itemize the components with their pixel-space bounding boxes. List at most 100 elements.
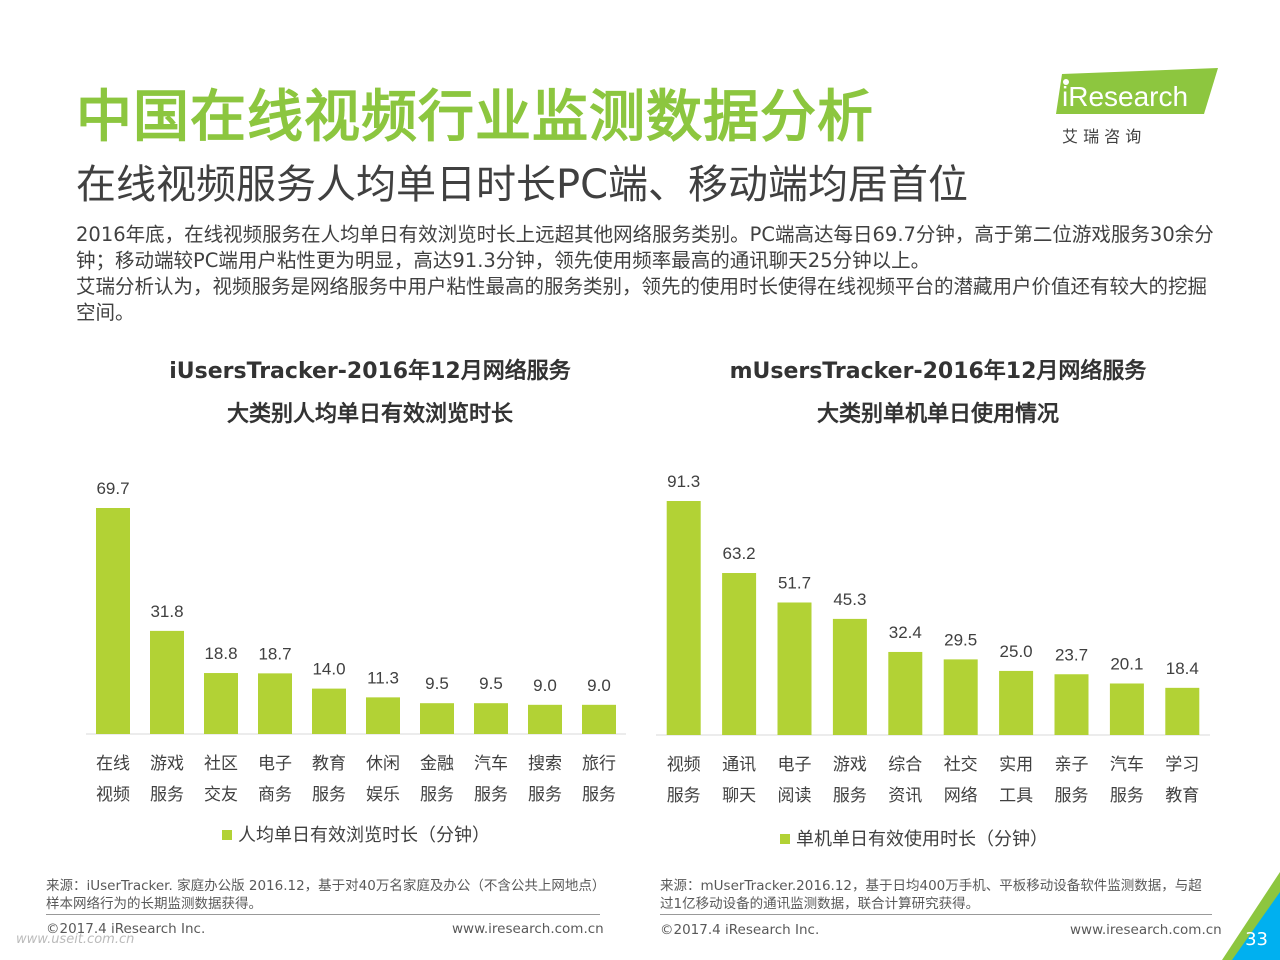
logo-brand-text: iResearch [1062, 81, 1188, 112]
left-bar-8 [474, 703, 508, 734]
left-bar-2 [150, 630, 184, 734]
summary-text: 2016年底，在线视频服务在人均单日有效浏览时长上远超其他网络服务类别。PC端高… [76, 222, 1216, 326]
left-value-label-4: 18.7 [258, 644, 291, 663]
right-value-label-2: 63.2 [723, 544, 756, 563]
left-category-label-6-2: 娱乐 [366, 785, 400, 805]
right-category-label-7-2: 工具 [999, 786, 1033, 806]
right-bar-2 [722, 573, 757, 735]
right-legend-label: 单机单日有效使用时长（分钟） [796, 829, 1048, 850]
right-copyright: ©2017.4 iResearch Inc. [660, 922, 820, 938]
left-category-label-3-1: 社区 [204, 754, 238, 774]
summary-paragraph-2: 艾瑞分析认为，视频服务是网络服务中用户粘性最高的服务类别，领先的使用时长使得在线… [76, 275, 1208, 324]
left-bar-1 [96, 508, 130, 734]
right-bar-8 [1054, 674, 1089, 735]
left-bar-7 [420, 703, 454, 734]
left-legend-swatch [222, 830, 232, 840]
page-number: 33 [1245, 929, 1268, 950]
left-category-label-4-1: 电子 [258, 754, 292, 774]
page-subtitle: 在线视频服务人均单日时长PC端、移动端均居首位 [76, 162, 969, 208]
right-bar-10 [1165, 687, 1200, 735]
left-category-label-1-1: 在线 [96, 754, 130, 774]
left-category-label-6-1: 休闲 [366, 754, 400, 774]
right-source-note: 来源：mUserTracker.2016.12，基于日均400万手机、平板移动设… [660, 878, 1202, 912]
left-url-link[interactable]: www.iresearch.com.cn [452, 921, 604, 937]
left-category-label-4-2: 商务 [258, 785, 292, 805]
right-legend: 单机单日有效使用时长（分钟） [780, 825, 1048, 851]
right-value-label-6: 29.5 [944, 630, 977, 649]
right-value-label-7: 25.0 [1000, 642, 1033, 661]
right-bar-7 [999, 670, 1034, 735]
left-category-label-8-1: 汽车 [474, 754, 508, 774]
right-category-label-3-2: 阅读 [778, 786, 812, 806]
right-category-label-5-2: 资讯 [888, 786, 922, 806]
left-legend-label: 人均单日有效浏览时长（分钟） [238, 825, 490, 846]
left-chart-title: iUsersTracker-2016年12月网络服务 大类别人均单日有效浏览时长 [60, 350, 680, 436]
left-value-label-10: 9.0 [587, 676, 611, 695]
right-category-label-2-1: 通讯 [722, 755, 756, 775]
right-value-label-10: 18.4 [1166, 659, 1199, 678]
right-category-label-1-2: 服务 [667, 786, 701, 806]
right-chart-title-line1: mUsersTracker-2016年12月网络服务 [729, 359, 1147, 384]
right-url-link[interactable]: www.iresearch.com.cn [1070, 922, 1222, 938]
right-bar-3 [777, 602, 812, 735]
left-category-label-2-2: 服务 [150, 785, 184, 805]
right-category-label-9-2: 服务 [1110, 786, 1144, 806]
left-bar-6 [366, 697, 400, 734]
right-legend-swatch [780, 834, 790, 844]
left-category-label-9-1: 搜索 [528, 754, 562, 774]
right-value-label-1: 91.3 [667, 472, 700, 491]
left-value-label-2: 31.8 [150, 602, 183, 621]
right-category-label-9-1: 汽车 [1110, 755, 1144, 775]
left-value-label-5: 14.0 [312, 660, 345, 679]
right-category-label-4-2: 服务 [833, 786, 867, 806]
left-category-label-9-2: 服务 [528, 785, 562, 805]
right-bar-6 [943, 659, 978, 735]
right-value-label-5: 32.4 [889, 623, 922, 642]
left-category-label-8-2: 服务 [474, 785, 508, 805]
right-chart-title: mUsersTracker-2016年12月网络服务 大类别单机单日使用情况 [628, 350, 1248, 436]
left-bar-5 [312, 688, 346, 734]
right-category-label-6-1: 社交 [944, 755, 978, 775]
right-category-label-2-2: 聊天 [722, 786, 756, 806]
left-bar-4 [258, 673, 292, 734]
right-category-label-8-1: 亲子 [1055, 755, 1089, 775]
left-value-label-6: 11.3 [367, 668, 399, 687]
right-bar-1 [666, 501, 701, 735]
left-value-label-8: 9.5 [479, 674, 503, 693]
right-chart-title-line2: 大类别单机单日使用情况 [816, 402, 1059, 427]
left-category-label-1-2: 视频 [96, 785, 130, 805]
left-chart-title-line2: 大类别人均单日有效浏览时长 [226, 402, 513, 427]
logo-cn-text: 艾 瑞 咨 询 [1062, 127, 1141, 146]
right-value-label-8: 23.7 [1055, 645, 1088, 664]
left-value-label-1: 69.7 [96, 479, 129, 498]
left-category-label-10-2: 服务 [582, 785, 616, 805]
right-bar-9 [1109, 683, 1144, 735]
iresearch-logo: iResearch 艾 瑞 咨 询 [1056, 68, 1218, 146]
right-category-label-6-2: 网络 [944, 786, 978, 806]
left-value-label-9: 9.0 [533, 676, 557, 695]
left-legend: 人均单日有效浏览时长（分钟） [222, 821, 490, 847]
left-bar-10 [582, 704, 616, 734]
right-divider [660, 914, 1212, 915]
right-category-label-3-1: 电子 [778, 755, 812, 775]
right-value-label-4: 45.3 [833, 590, 866, 609]
right-category-label-4-1: 游戏 [833, 755, 867, 775]
left-category-label-7-1: 金融 [420, 754, 454, 774]
left-chart-title-line1: iUsersTracker-2016年12月网络服务 [169, 359, 571, 384]
right-bar-5 [888, 651, 923, 735]
left-source-note: 来源：iUserTracker. 家庭办公版 2016.12，基于对40万名家庭… [46, 878, 599, 912]
left-value-label-7: 9.5 [425, 674, 449, 693]
left-category-label-10-1: 旅行 [582, 754, 616, 774]
right-value-label-9: 20.1 [1110, 654, 1143, 673]
left-bar-9 [528, 704, 562, 734]
left-divider [46, 914, 600, 915]
right-category-label-7-1: 实用 [999, 755, 1033, 775]
left-category-label-5-1: 教育 [312, 754, 346, 774]
left-category-label-2-1: 游戏 [150, 754, 184, 774]
watermark: www.useit.com.cn [16, 932, 135, 947]
left-category-label-7-2: 服务 [420, 785, 454, 805]
left-category-label-5-2: 服务 [312, 785, 346, 805]
right-category-label-10-2: 教育 [1165, 786, 1199, 806]
